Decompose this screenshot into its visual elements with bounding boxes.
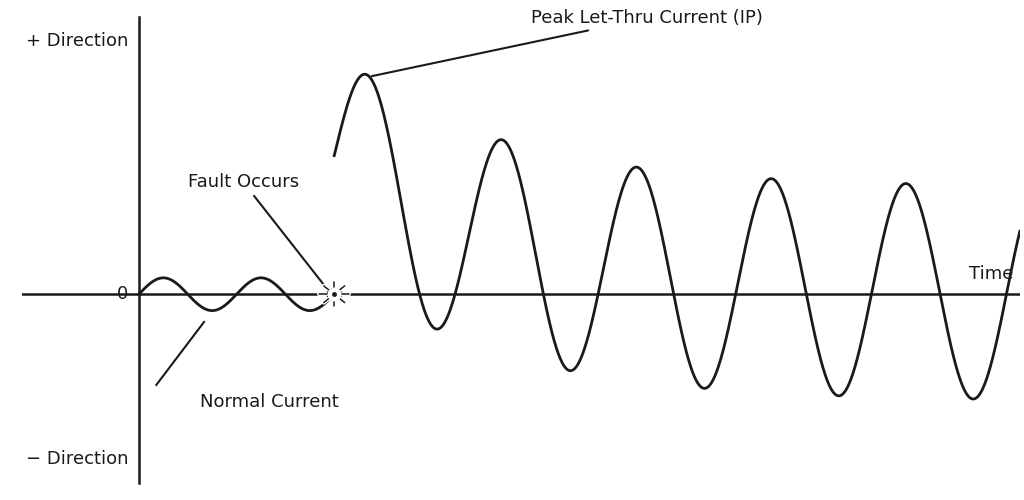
- Text: Time: Time: [969, 265, 1013, 283]
- Text: Fault Occurs: Fault Occurs: [187, 173, 326, 287]
- Text: 0: 0: [118, 285, 129, 303]
- Text: + Direction: + Direction: [27, 32, 129, 50]
- Text: Normal Current: Normal Current: [200, 392, 339, 410]
- Text: Peak Let-Thru Current (IP): Peak Let-Thru Current (IP): [372, 9, 763, 76]
- Text: − Direction: − Direction: [26, 450, 129, 468]
